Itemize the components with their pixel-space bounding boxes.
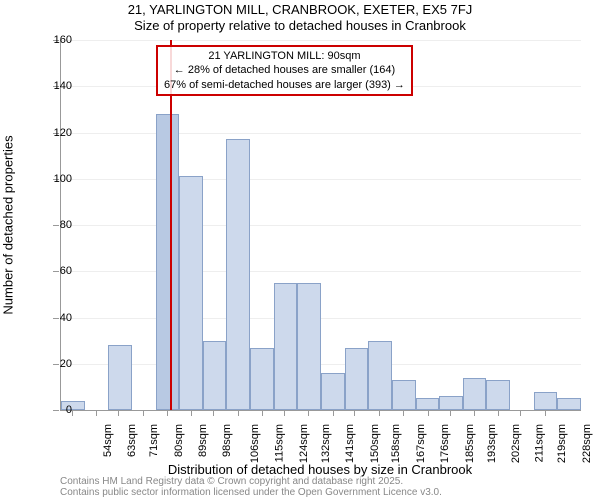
x-tick-label: 211sqm (534, 424, 546, 462)
x-tick-label: 124sqm (298, 424, 310, 463)
y-tick-label: 40 (42, 312, 72, 324)
histogram-bar (534, 392, 558, 411)
x-tick-label: 98sqm (221, 424, 233, 457)
histogram-bar (108, 345, 132, 410)
y-tick-label: 60 (42, 265, 72, 277)
x-tick-label: 132sqm (320, 424, 332, 463)
x-tick (474, 411, 475, 416)
x-tick (450, 411, 451, 416)
x-tick-label: 185sqm (464, 424, 476, 463)
x-tick-label: 228sqm (581, 424, 593, 463)
histogram-bar (179, 176, 203, 410)
y-axis-title: Number of detached properties (1, 135, 16, 314)
x-tick-label: 89sqm (197, 424, 209, 457)
histogram-bar (416, 398, 440, 410)
x-tick (118, 411, 119, 416)
x-tick (143, 411, 144, 416)
x-tick (213, 411, 214, 416)
x-tick (333, 411, 334, 416)
histogram-bar (368, 341, 392, 410)
x-tick (96, 411, 97, 416)
histogram-bar (250, 348, 274, 410)
histogram-bar (226, 139, 250, 410)
chart-container: 21, YARLINGTON MILL, CRANBROOK, EXETER, … (0, 0, 600, 500)
histogram-bar (321, 373, 345, 410)
x-tick-label: 150sqm (369, 424, 381, 463)
histogram-bar (463, 378, 487, 410)
x-tick-label: 158sqm (391, 424, 403, 463)
annotation-line: 67% of semi-detached houses are larger (… (164, 78, 405, 92)
annotation-line: 21 YARLINGTON MILL: 90sqm (164, 49, 405, 63)
x-tick-label: 115sqm (273, 424, 285, 462)
histogram-bar (557, 398, 581, 410)
x-tick (520, 411, 521, 416)
x-tick-label: 219sqm (556, 424, 568, 463)
gridline (61, 40, 581, 41)
x-tick-label: 106sqm (249, 424, 261, 463)
gridline (61, 318, 581, 319)
x-tick-label: 193sqm (486, 424, 498, 463)
histogram-bar (156, 114, 180, 410)
plot-area: 21 YARLINGTON MILL: 90sqm← 28% of detach… (60, 40, 581, 411)
gridline (61, 364, 581, 365)
y-tick-label: 80 (42, 219, 72, 231)
histogram-bar (274, 283, 298, 410)
y-tick-label: 140 (42, 80, 72, 92)
y-tick-label: 120 (42, 127, 72, 139)
y-tick-label: 100 (42, 173, 72, 185)
x-tick (354, 411, 355, 416)
histogram-bar (297, 283, 321, 410)
x-tick (262, 411, 263, 416)
gridline (61, 179, 581, 180)
x-axis-title: Distribution of detached houses by size … (168, 462, 472, 477)
x-tick-label: 167sqm (415, 424, 427, 463)
x-tick (545, 411, 546, 416)
x-tick (428, 411, 429, 416)
x-tick (167, 411, 168, 416)
gridline (61, 271, 581, 272)
x-tick-label: 176sqm (439, 424, 451, 463)
histogram-bar (203, 341, 227, 410)
x-tick (498, 411, 499, 416)
histogram-bar (439, 396, 463, 410)
x-tick-label: 141sqm (344, 424, 356, 463)
x-tick (308, 411, 309, 416)
footer-line2: Contains public sector information licen… (60, 487, 442, 498)
gridline (61, 225, 581, 226)
annotation-line: ← 28% of detached houses are smaller (16… (164, 63, 405, 77)
footer-line1: Contains HM Land Registry data © Crown c… (60, 476, 442, 487)
y-tick-label: 20 (42, 358, 72, 370)
chart-subtitle: Size of property relative to detached ho… (0, 18, 600, 33)
y-tick-label: 160 (42, 34, 72, 46)
attribution-footer: Contains HM Land Registry data © Crown c… (60, 476, 442, 498)
x-tick (284, 411, 285, 416)
chart-title: 21, YARLINGTON MILL, CRANBROOK, EXETER, … (0, 2, 600, 17)
x-tick-label: 202sqm (510, 424, 522, 463)
x-tick-label: 63sqm (126, 424, 138, 457)
x-tick-label: 80sqm (173, 424, 185, 457)
x-tick-label: 54sqm (102, 424, 114, 457)
y-tick-label: 0 (42, 404, 72, 416)
x-tick (379, 411, 380, 416)
x-tick (191, 411, 192, 416)
x-tick (403, 411, 404, 416)
x-tick-label: 71sqm (148, 424, 160, 457)
x-tick (72, 411, 73, 416)
histogram-bar (345, 348, 369, 410)
x-tick (238, 411, 239, 416)
histogram-bar (486, 380, 510, 410)
histogram-bar (392, 380, 416, 410)
gridline (61, 133, 581, 134)
annotation-box: 21 YARLINGTON MILL: 90sqm← 28% of detach… (156, 45, 413, 96)
